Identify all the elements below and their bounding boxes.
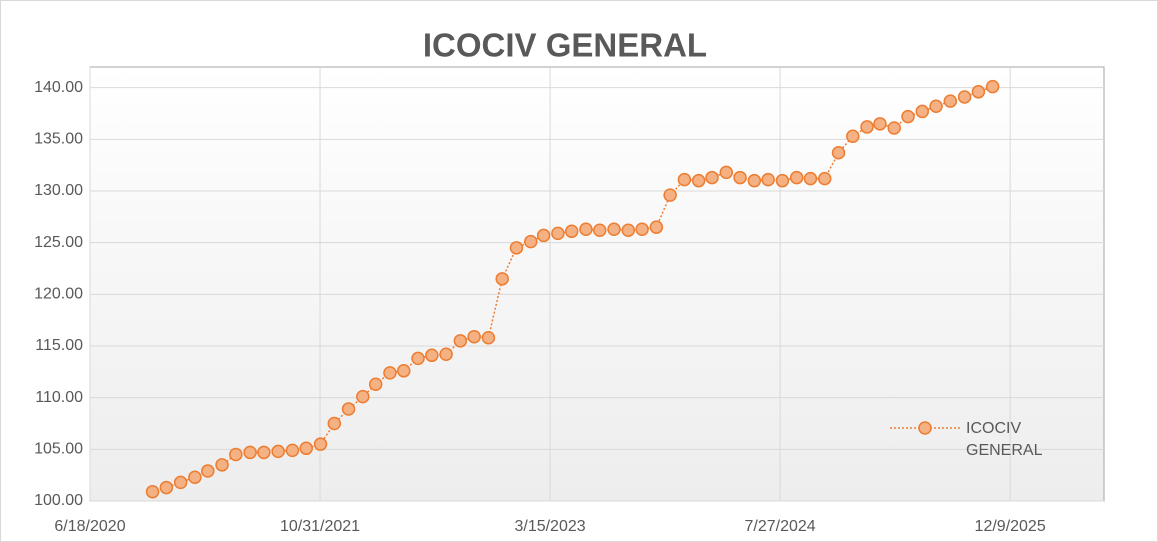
data-point: [495, 272, 509, 286]
data-point: [719, 165, 734, 180]
data-point: [411, 351, 425, 366]
data-point: [257, 445, 271, 460]
data-point: [425, 348, 439, 363]
data-point: [467, 329, 481, 344]
data-point: [915, 104, 930, 119]
data-point: [368, 377, 383, 391]
chart-title: ICOCIV GENERAL: [423, 27, 707, 64]
data-point: [593, 223, 607, 238]
y-tick-label: 115.00: [35, 337, 83, 354]
data-point: [873, 117, 887, 131]
data-point: [356, 389, 370, 404]
x-tick-label: 12/9/2025: [975, 518, 1046, 535]
x-tick-label: 3/15/2023: [514, 518, 585, 535]
data-point: [453, 334, 468, 348]
y-tick-label: 120.00: [34, 286, 83, 303]
data-point: [215, 458, 229, 472]
data-point: [621, 223, 636, 238]
y-tick-label: 125.00: [34, 234, 83, 251]
data-point: [173, 475, 188, 490]
legend-marker: [918, 421, 932, 435]
legend-label: ICOCIV GENERAL: [966, 420, 1043, 459]
data-point: [243, 445, 257, 460]
data-point: [985, 79, 1000, 94]
data-point: [691, 173, 706, 188]
data-point: [536, 228, 551, 243]
data-point: [397, 364, 411, 378]
data-point: [705, 170, 719, 185]
data-point: [677, 172, 692, 187]
data-point: [887, 121, 901, 135]
data-point: [201, 464, 215, 478]
data-point: [733, 170, 747, 185]
data-point: [188, 470, 202, 484]
data-point: [803, 171, 818, 186]
data-point: [159, 480, 174, 495]
data-point: [271, 444, 285, 459]
y-tick-label: 105.00: [34, 441, 83, 458]
data-point: [775, 173, 790, 188]
data-point: [579, 222, 593, 236]
data-point: [145, 484, 160, 499]
x-tick-label: 10/31/2021: [280, 518, 360, 535]
data-point: [860, 120, 874, 134]
y-tick-label: 135.00: [34, 131, 83, 148]
data-point: [509, 241, 524, 255]
data-point: [341, 402, 356, 416]
data-point: [747, 173, 762, 188]
data-point: [481, 330, 496, 345]
y-tick-label: 130.00: [34, 182, 83, 199]
data-point: [564, 224, 579, 239]
y-tick-label: 140.00: [34, 79, 83, 96]
data-point: [761, 172, 775, 187]
y-tick-label: 110.00: [35, 389, 83, 406]
data-point: [971, 85, 986, 99]
data-point: [943, 94, 958, 108]
data-point: [285, 443, 300, 458]
data-point: [313, 437, 328, 451]
plot-area: [89, 66, 1105, 502]
data-point: [635, 222, 649, 236]
data-point: [817, 171, 832, 186]
data-point: [789, 170, 804, 185]
data-point: [299, 441, 313, 456]
x-tick-label: 6/18/2020: [54, 518, 125, 535]
data-point: [831, 146, 846, 160]
data-point: [901, 109, 915, 124]
y-tick-label: 100.00: [34, 492, 83, 509]
data-point: [929, 99, 943, 114]
x-tick-label: 7/27/2024: [745, 518, 816, 535]
data-point: [383, 366, 397, 380]
data-point: [957, 90, 972, 104]
data-point: [327, 416, 342, 431]
data-point: [846, 129, 860, 143]
data-point: [607, 222, 621, 236]
data-point: [439, 347, 453, 362]
data-point: [523, 234, 538, 249]
data-point: [663, 188, 677, 202]
data-point: [649, 220, 664, 234]
data-point: [551, 226, 565, 241]
data-point: [229, 447, 243, 462]
